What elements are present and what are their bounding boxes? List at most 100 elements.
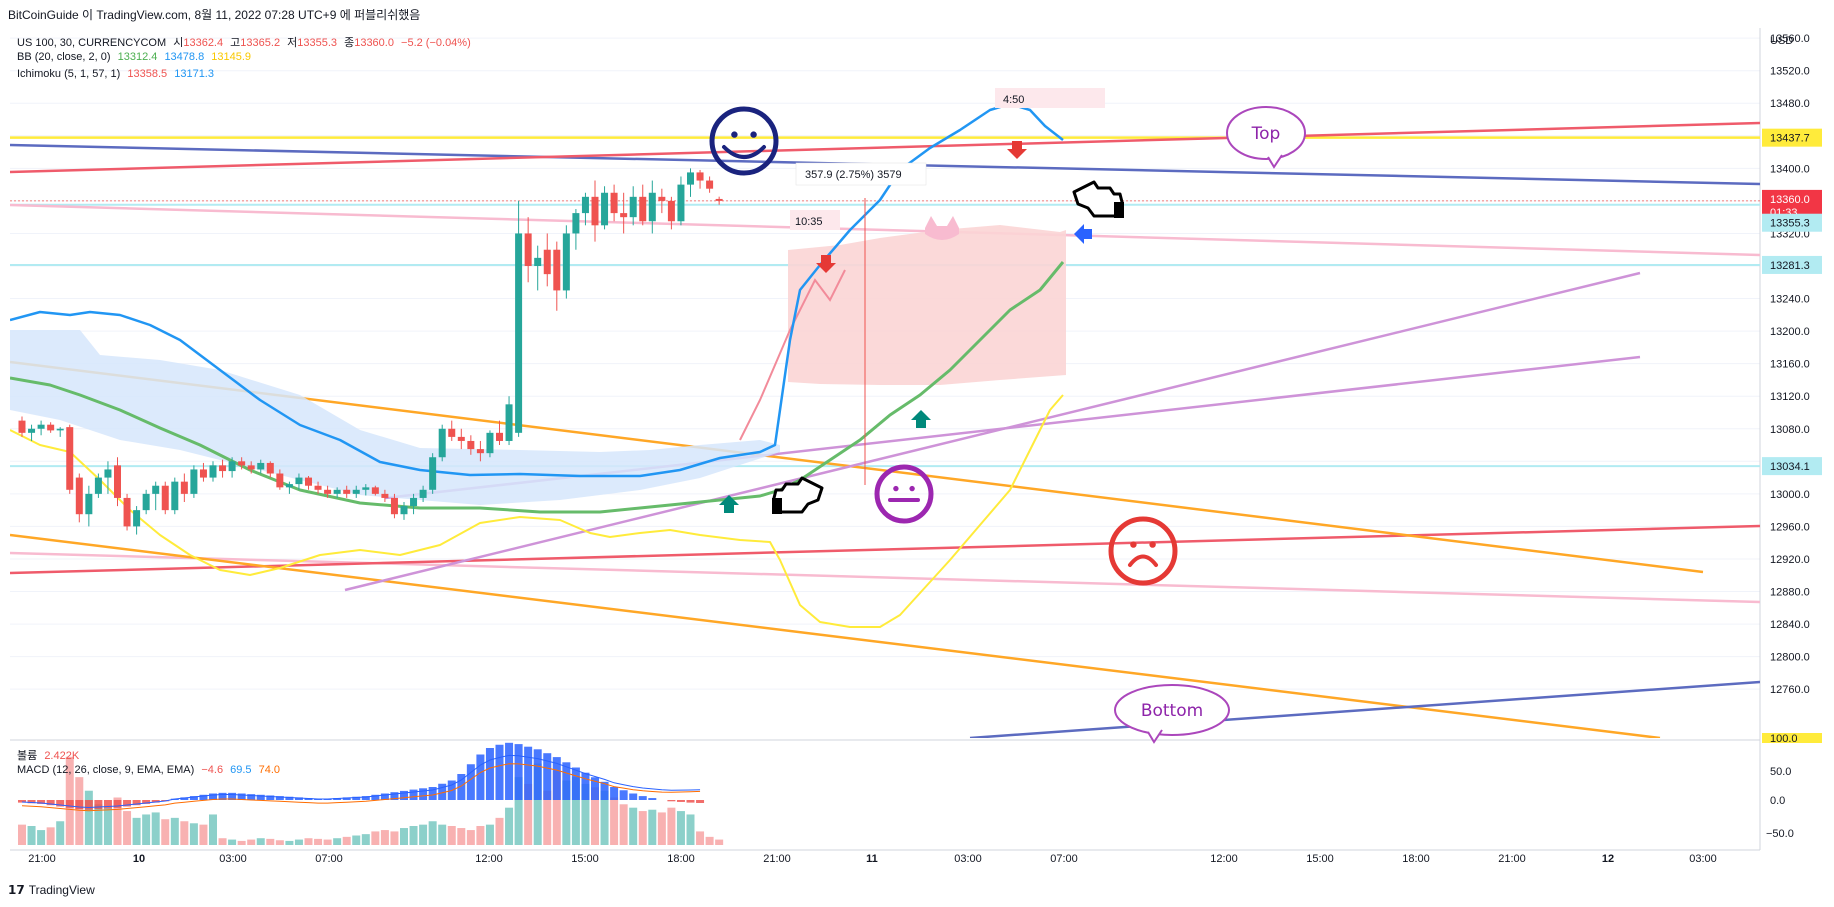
hand-cuff: [1114, 202, 1124, 218]
macd-value: 69.5: [230, 764, 252, 776]
annotation-layer: 357.9 (2.75%) 3579 10:35 4:50 Top Bottom: [709, 88, 1306, 744]
time-label-bg: [790, 210, 840, 230]
volume-bar: [667, 807, 676, 845]
hand-outline: [1072, 180, 1124, 218]
macd-label: MACD (12, 26, close, 9, EMA, EMA): [17, 764, 195, 776]
volume-bar: [466, 830, 475, 845]
price-label-bg-cyan: [1762, 457, 1822, 476]
volume-bar: [715, 839, 724, 845]
price-tick: 13120.0: [1770, 391, 1810, 403]
volume-bar: [123, 811, 132, 845]
cat-icon: [925, 216, 959, 240]
ichimoku-b-value: 13171.3: [174, 68, 214, 80]
macd-hist-bar: [84, 800, 93, 810]
macd-hist-bar: [505, 742, 514, 800]
trendline-orange-lower: [10, 533, 1661, 738]
candle-body: [228, 461, 236, 472]
volume-bar: [199, 824, 208, 845]
macd-legend[interactable]: MACD (12, 26, close, 9, EMA, EMA) −4.6 6…: [17, 764, 284, 776]
volume-bar: [600, 790, 609, 845]
symbol-legend: US 100, 30, CURRENCYCOM 시13362.4 고13365.…: [17, 34, 475, 50]
price-tick: 13000.0: [1770, 489, 1810, 501]
time-tick: 21:00: [763, 853, 791, 865]
macd-hist-bar: [495, 744, 504, 800]
candle-body: [75, 477, 83, 515]
time-label-2: 4:50: [1003, 94, 1024, 106]
volume-bar: [256, 838, 265, 845]
volume-bar: [428, 821, 437, 845]
hand-outline: [772, 476, 824, 514]
macd-hist-bar: [103, 800, 112, 809]
face-eye: [1149, 541, 1156, 548]
signal-value: 74.0: [258, 764, 281, 776]
candle-body: [505, 404, 513, 441]
macd-hist-bar: [132, 800, 141, 806]
candle-body: [390, 497, 398, 515]
candle-body: [56, 428, 64, 431]
volume-legend[interactable]: 볼륨 2.422K: [17, 747, 83, 763]
volume-bar: [84, 790, 93, 845]
volume-bar: [218, 838, 227, 845]
candle-body: [476, 449, 484, 454]
volume-bar: [438, 824, 447, 845]
pointing-hand-left-icon: [772, 476, 824, 514]
arrow-up-icon: [911, 410, 931, 428]
volume-bar: [696, 831, 705, 845]
price-label-cyan: 13034.1: [1770, 461, 1810, 473]
arrow-down-icon: [1007, 141, 1027, 159]
macd-hist-bar: [466, 764, 475, 800]
candle-body: [629, 196, 637, 218]
face-outline: [1108, 516, 1178, 586]
macd-hist-bar: [352, 796, 361, 800]
candle-body: [572, 213, 580, 234]
volume-bar: [447, 826, 456, 845]
candle-body: [524, 233, 532, 266]
time-tick: 11: [866, 853, 878, 865]
volume-value: 2.422K: [44, 750, 80, 762]
bb-legend[interactable]: BB (20, close, 2, 0) 13312.4 13478.8 131…: [17, 51, 255, 63]
trendline-navy-bottom: [969, 680, 1760, 738]
macd-hist-bar: [123, 800, 132, 807]
candle-body: [123, 497, 131, 527]
volume-bar: [409, 826, 418, 845]
candle-body: [37, 424, 45, 429]
candle-body: [381, 493, 389, 498]
open-label: 시: [173, 37, 184, 49]
macd-hist-bar: [552, 757, 561, 800]
volume-bar: [419, 824, 428, 845]
ichimoku-legend[interactable]: Ichimoku (5, 1, 57, 1) 13358.5 13171.3: [17, 68, 218, 80]
time-tick: 18:00: [667, 853, 695, 865]
macd-hist-bar: [56, 800, 65, 807]
macd-hist-bar: [581, 772, 590, 800]
candle-body: [238, 461, 246, 466]
volume-bar: [629, 807, 638, 845]
tradingview-footer[interactable]: 𝟭𝟳 TradingView: [8, 883, 95, 897]
candle-body: [142, 493, 150, 511]
candle-body: [190, 469, 198, 494]
macd-hist-bar: [361, 796, 370, 800]
candle-body: [114, 465, 121, 498]
macd-axis-bg-yellow: [1762, 733, 1822, 743]
candle-body: [610, 192, 618, 214]
candle-body: [333, 489, 341, 494]
time-tick: 15:00: [571, 853, 599, 865]
volume-bar: [266, 838, 275, 845]
ichimoku-cloud-red: [788, 225, 1066, 385]
volume-bar: [37, 830, 46, 845]
volume-bar: [400, 828, 408, 845]
macd-hist-bar: [648, 798, 657, 800]
macd-hist-bar: [75, 800, 84, 810]
candle-body: [152, 485, 160, 494]
macd-hist-bar: [18, 800, 26, 803]
bb-basis-band: [10, 261, 1065, 514]
face-eye: [1130, 541, 1137, 548]
candle-body: [667, 200, 675, 222]
macd-hist-bar: [275, 796, 284, 800]
candle-body: [295, 477, 303, 485]
candle-body: [601, 192, 609, 226]
price-label-bg-cyan: [1762, 213, 1822, 232]
symbol-name[interactable]: US 100, 30, CURRENCYCOM: [17, 37, 167, 49]
macd-hist-bar: [151, 800, 160, 803]
candle-body: [18, 420, 26, 433]
